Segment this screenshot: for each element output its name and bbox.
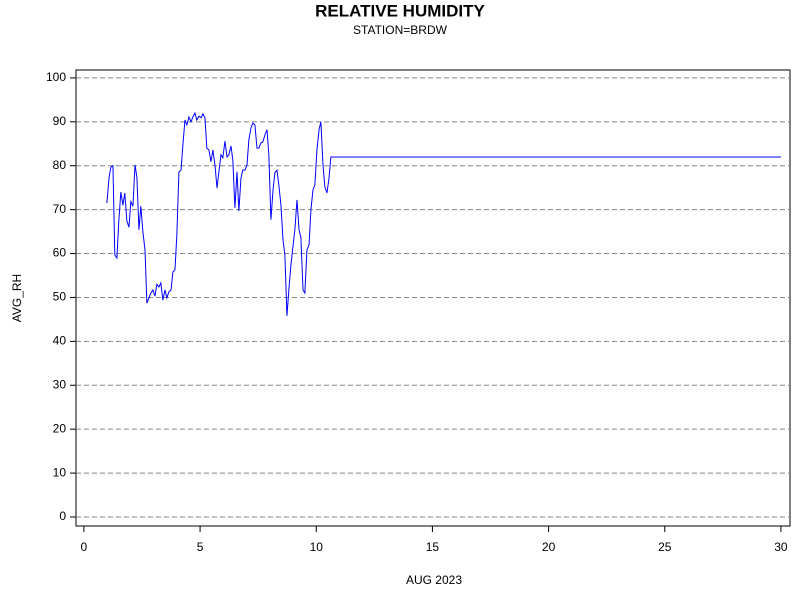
y-tick-label: 50 <box>53 290 67 304</box>
y-tick-label: 40 <box>53 334 67 348</box>
plot-frame <box>75 69 791 527</box>
y-tick-label: 20 <box>53 421 67 435</box>
x-tick-label: 10 <box>310 540 324 554</box>
y-tick-label: 70 <box>53 202 67 216</box>
y-tick-label: 80 <box>53 158 67 172</box>
y-tick-label: 60 <box>53 246 67 260</box>
y-tick-label: 0 <box>59 509 66 523</box>
data-line <box>106 111 781 316</box>
x-tick-label: 5 <box>197 540 204 554</box>
x-tick-label: 15 <box>426 540 440 554</box>
y-tick-label: 90 <box>53 114 67 128</box>
x-tick-label: 20 <box>542 540 556 554</box>
x-tick-label: 30 <box>774 540 788 554</box>
chart-title: RELATIVE HUMIDITY <box>315 1 485 20</box>
chart-subtitle: STATION=BRDW <box>353 23 448 37</box>
y-axis-label: AVG_RH <box>10 274 24 322</box>
x-tick-label: 0 <box>81 540 88 554</box>
y-tick-label: 30 <box>53 377 67 391</box>
y-tick-label: 100 <box>46 70 66 84</box>
x-axis-label: AUG 2023 <box>406 573 462 587</box>
x-tick-label: 25 <box>658 540 672 554</box>
y-tick-label: 10 <box>53 465 67 479</box>
